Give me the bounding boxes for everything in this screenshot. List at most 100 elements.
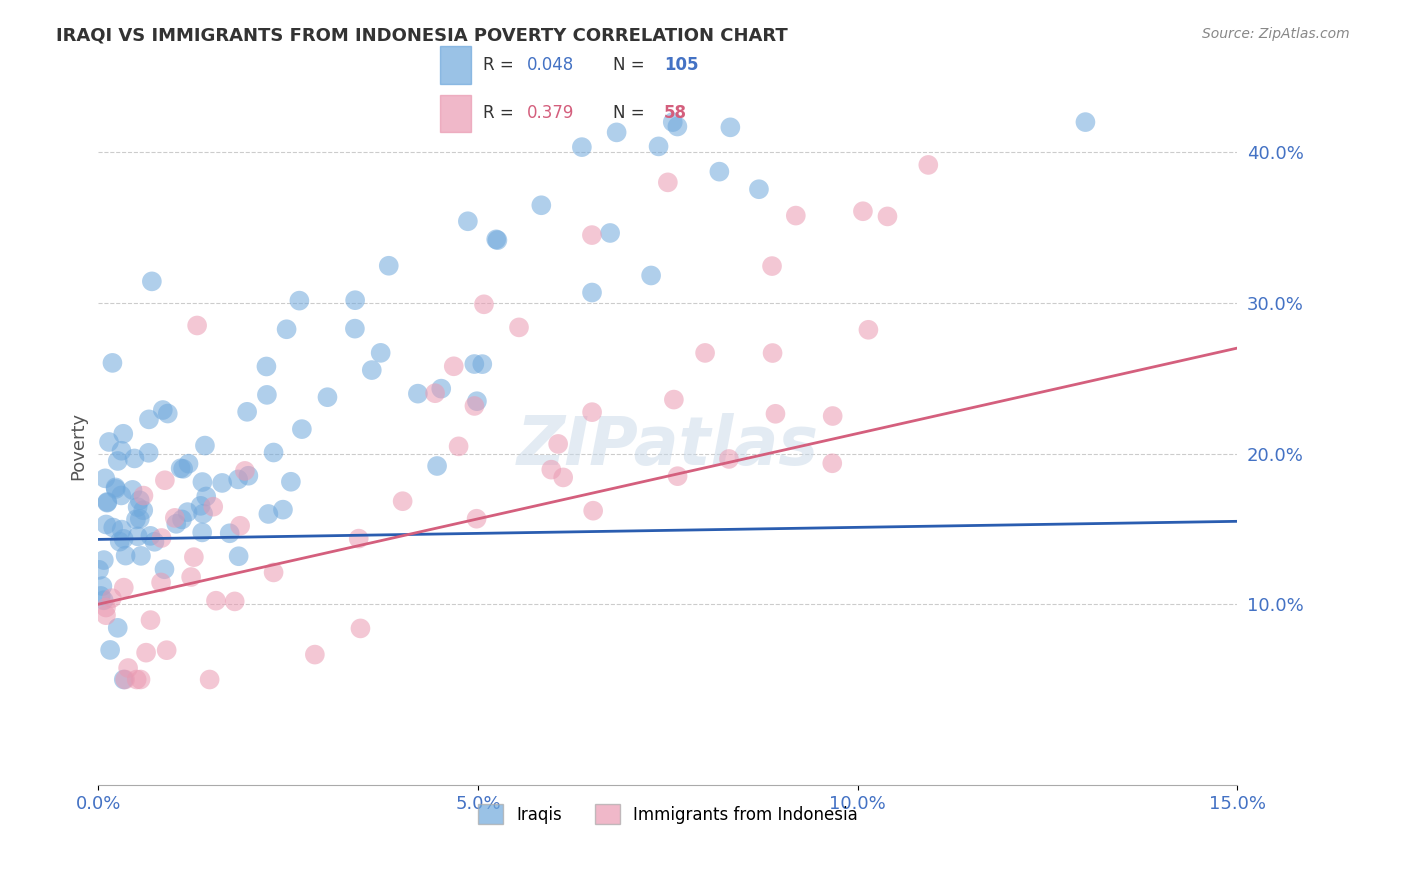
Immigrants from Indonesia (229, 518, 252, 533)
Legend: Iraqis, Immigrants from Indonesia: Iraqis, Immigrants from Indonesia (471, 797, 865, 830)
Iraqis (288, 293, 311, 308)
Iraqis (640, 268, 662, 283)
Iraqis (1074, 115, 1097, 129)
Iraqis (228, 549, 250, 564)
Immigrants from Indonesia (582, 504, 605, 518)
Iraqis (107, 621, 129, 635)
Iraqis (110, 488, 132, 502)
Iraqis (426, 458, 449, 473)
Iraqis (280, 475, 302, 489)
Iraqis (430, 382, 453, 396)
Iraqis (661, 115, 683, 129)
Iraqis (124, 451, 146, 466)
Immigrants from Indonesia (205, 593, 228, 607)
Iraqis (316, 390, 339, 404)
Iraqis (581, 285, 603, 300)
Immigrants from Indonesia (761, 259, 783, 273)
Immigrants from Indonesia (347, 532, 370, 546)
Immigrants from Indonesia (581, 228, 603, 243)
Iraqis (153, 562, 176, 576)
Iraqis (138, 412, 160, 426)
Iraqis (457, 214, 479, 228)
Iraqis (191, 475, 214, 489)
Iraqis (128, 493, 150, 508)
Iraqis (344, 293, 367, 308)
Immigrants from Indonesia (581, 405, 603, 419)
Iraqis (104, 482, 127, 496)
Iraqis (93, 553, 115, 567)
Immigrants from Indonesia (132, 489, 155, 503)
Immigrants from Indonesia (94, 608, 117, 623)
Immigrants from Indonesia (761, 346, 783, 360)
Iraqis (170, 512, 193, 526)
Iraqis (378, 259, 401, 273)
Immigrants from Indonesia (224, 594, 246, 608)
Iraqis (211, 475, 233, 490)
Iraqis (110, 443, 132, 458)
Iraqis (276, 322, 298, 336)
Iraqis (169, 461, 191, 475)
Immigrants from Indonesia (150, 531, 173, 545)
Iraqis (138, 446, 160, 460)
Immigrants from Indonesia (547, 437, 569, 451)
Iraqis (107, 454, 129, 468)
Iraqis (125, 512, 148, 526)
Iraqis (291, 422, 314, 436)
Immigrants from Indonesia (135, 646, 157, 660)
Iraqis (236, 405, 259, 419)
Iraqis (606, 125, 628, 139)
Immigrants from Indonesia (785, 209, 807, 223)
Iraqis (463, 357, 485, 371)
Immigrants from Indonesia (666, 469, 689, 483)
Iraqis (132, 503, 155, 517)
Immigrants from Indonesia (125, 673, 148, 687)
Iraqis (93, 593, 115, 607)
Iraqis (718, 120, 741, 135)
Immigrants from Indonesia (117, 661, 139, 675)
Iraqis (87, 563, 110, 577)
Immigrants from Indonesia (263, 566, 285, 580)
Immigrants from Indonesia (858, 323, 880, 337)
Iraqis (748, 182, 770, 196)
Immigrants from Indonesia (156, 643, 179, 657)
Iraqis (108, 534, 131, 549)
Iraqis (343, 321, 366, 335)
Text: 105: 105 (664, 55, 699, 73)
Iraqis (96, 495, 118, 509)
Iraqis (271, 502, 294, 516)
Iraqis (471, 357, 494, 371)
Immigrants from Indonesia (917, 158, 939, 172)
Immigrants from Indonesia (153, 473, 176, 487)
Iraqis (94, 517, 117, 532)
Iraqis (530, 198, 553, 212)
Iraqis (91, 579, 114, 593)
Iraqis (156, 407, 179, 421)
Iraqis (191, 507, 214, 521)
Immigrants from Indonesia (443, 359, 465, 374)
Immigrants from Indonesia (821, 456, 844, 470)
Text: ZIPatlas: ZIPatlas (517, 413, 818, 479)
Immigrants from Indonesia (553, 470, 575, 484)
Iraqis (709, 164, 731, 178)
Text: 0.048: 0.048 (526, 55, 574, 73)
Immigrants from Indonesia (101, 591, 124, 606)
Iraqis (128, 512, 150, 526)
Iraqis (599, 226, 621, 240)
Immigrants from Indonesia (508, 320, 530, 334)
Iraqis (172, 462, 194, 476)
Iraqis (101, 356, 124, 370)
Text: N =: N = (613, 55, 644, 73)
Immigrants from Indonesia (183, 550, 205, 565)
Immigrants from Indonesia (150, 575, 173, 590)
Iraqis (139, 529, 162, 543)
Iraqis (94, 471, 117, 485)
Text: R =: R = (484, 103, 519, 121)
Iraqis (190, 499, 212, 513)
Immigrants from Indonesia (447, 439, 470, 453)
Iraqis (254, 359, 277, 374)
Iraqis (104, 480, 127, 494)
Iraqis (112, 532, 135, 546)
Iraqis (666, 120, 689, 134)
Text: Source: ZipAtlas.com: Source: ZipAtlas.com (1202, 27, 1350, 41)
Immigrants from Indonesia (657, 175, 679, 189)
